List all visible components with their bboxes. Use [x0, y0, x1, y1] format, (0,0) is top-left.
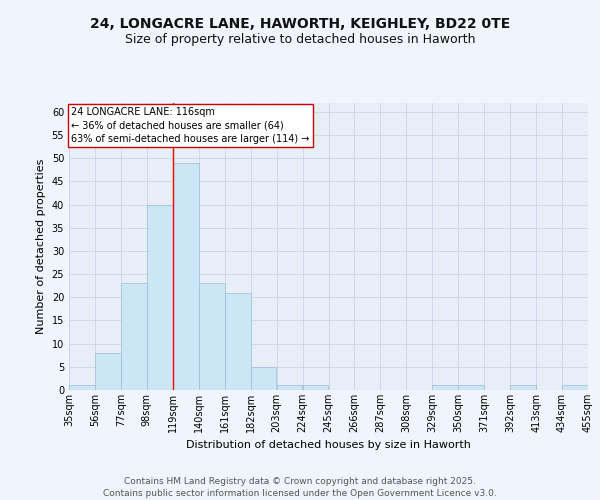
Y-axis label: Number of detached properties: Number of detached properties	[36, 158, 46, 334]
Bar	[510, 386, 536, 390]
Bar	[458, 386, 484, 390]
Bar	[95, 353, 121, 390]
Bar	[199, 284, 224, 390]
Bar	[69, 386, 95, 390]
Bar	[251, 367, 277, 390]
Bar	[121, 284, 147, 390]
Bar	[302, 386, 328, 390]
Text: 24 LONGACRE LANE: 116sqm
← 36% of detached houses are smaller (64)
63% of semi-d: 24 LONGACRE LANE: 116sqm ← 36% of detach…	[71, 107, 310, 144]
Bar	[277, 386, 302, 390]
Text: Contains HM Land Registry data © Crown copyright and database right 2025.
Contai: Contains HM Land Registry data © Crown c…	[103, 476, 497, 498]
Bar	[562, 386, 588, 390]
Bar	[173, 163, 199, 390]
Bar	[147, 204, 173, 390]
Bar	[225, 292, 251, 390]
Bar	[433, 386, 458, 390]
Text: 24, LONGACRE LANE, HAWORTH, KEIGHLEY, BD22 0TE: 24, LONGACRE LANE, HAWORTH, KEIGHLEY, BD…	[90, 18, 510, 32]
Text: Size of property relative to detached houses in Haworth: Size of property relative to detached ho…	[125, 32, 475, 46]
X-axis label: Distribution of detached houses by size in Haworth: Distribution of detached houses by size …	[186, 440, 471, 450]
